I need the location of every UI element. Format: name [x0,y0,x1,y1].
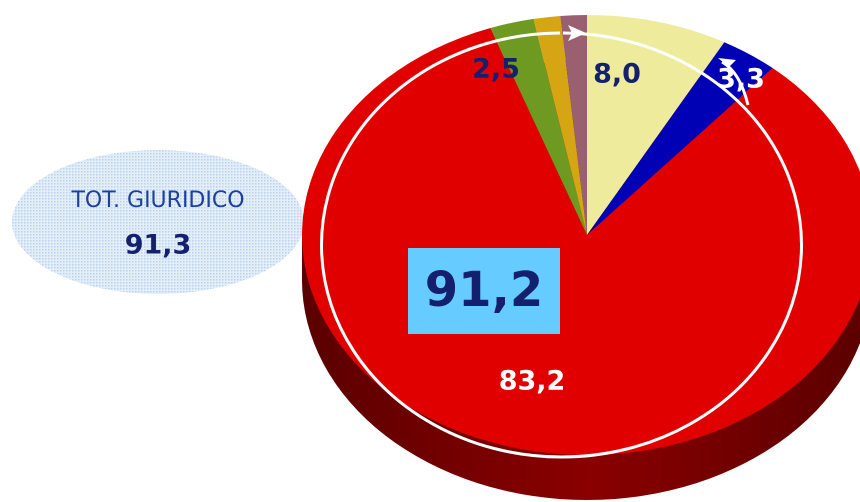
pie [302,15,860,500]
bubble [12,150,304,294]
pie-slice [490,18,587,235]
arrow-head [718,58,736,67]
data-label: 83,2 [499,366,566,397]
data-label: 8,0 [593,59,641,90]
data-label: 2,5 [472,54,520,85]
arrow-small [721,60,750,106]
pie-slice [302,28,860,455]
overlay: 8,0 3,383,22,591,2 [320,25,803,459]
highlight-box [408,248,560,334]
arrow-head [568,25,586,41]
arrow-ring [320,31,803,459]
highlight-value: 91,2 [425,262,543,318]
pie-slice [587,15,725,235]
pie-slice [533,15,587,236]
pie-slice [560,15,587,235]
bubble-value: 91,3 [125,230,192,261]
bubble-title: TOT. GIURIDICO [70,188,244,213]
